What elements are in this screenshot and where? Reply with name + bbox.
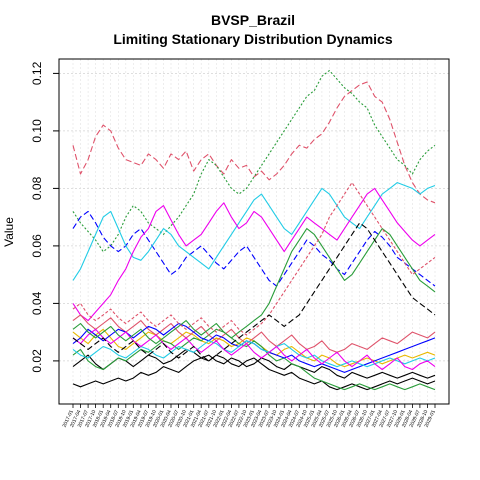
y-tick-label: 0.02 xyxy=(30,349,44,373)
chart-subtitle: Limiting Stationary Distribution Dynamic… xyxy=(113,31,392,47)
y-axis-label: Value xyxy=(2,217,16,247)
y-tick-label: 0.12 xyxy=(30,61,44,85)
y-tick-label: 0.06 xyxy=(30,234,44,258)
y-tick-label: 0.10 xyxy=(30,119,44,143)
y-tick-label: 0.08 xyxy=(30,176,44,200)
y-tick-label: 0.04 xyxy=(30,291,44,315)
chart-title: BVSP_Brazil xyxy=(211,12,295,28)
